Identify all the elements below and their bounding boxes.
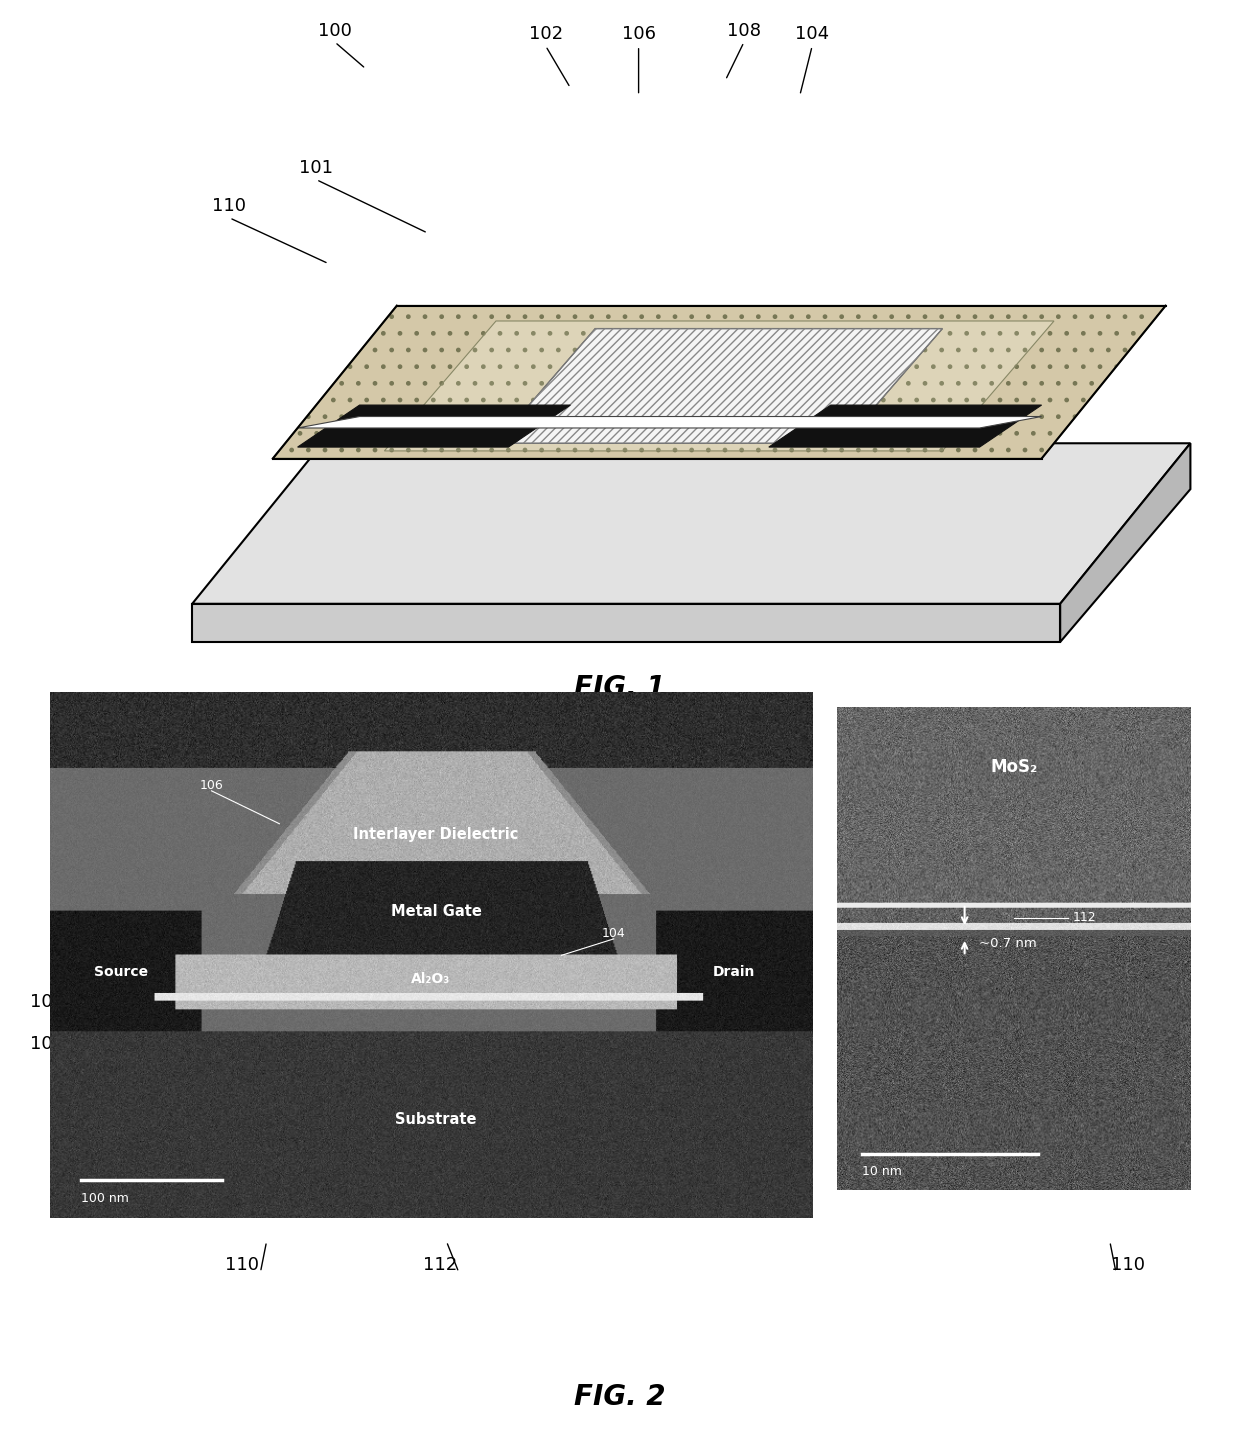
Polygon shape: [192, 604, 1060, 642]
Text: 10 nm: 10 nm: [862, 1165, 901, 1178]
Text: 112: 112: [522, 411, 557, 430]
Text: MoS₂: MoS₂: [990, 758, 1038, 776]
Polygon shape: [384, 322, 1054, 451]
Text: 110: 110: [212, 198, 247, 215]
Text: 108: 108: [727, 22, 761, 39]
Polygon shape: [769, 405, 1042, 447]
Text: 108: 108: [885, 924, 920, 942]
Text: FIG. 1: FIG. 1: [574, 673, 666, 702]
Text: Al₂O₃: Al₂O₃: [412, 972, 450, 986]
Text: 110: 110: [1111, 1256, 1146, 1275]
Polygon shape: [496, 329, 942, 443]
Text: ~0.7 nm: ~0.7 nm: [980, 937, 1037, 950]
Polygon shape: [298, 405, 570, 447]
Text: Source: Source: [93, 965, 148, 979]
Polygon shape: [298, 417, 1042, 428]
Polygon shape: [192, 443, 1190, 604]
Text: 104: 104: [795, 26, 830, 43]
Text: FIG. 2: FIG. 2: [574, 1383, 666, 1412]
Text: 108: 108: [30, 994, 64, 1011]
Text: 100: 100: [317, 22, 352, 39]
Text: 112: 112: [423, 1256, 458, 1275]
Polygon shape: [273, 306, 1166, 459]
Text: 110: 110: [224, 1256, 259, 1275]
Polygon shape: [1060, 443, 1190, 642]
Text: 104: 104: [601, 927, 626, 940]
Text: 100 nm: 100 nm: [81, 1193, 129, 1206]
Text: Metal Gate: Metal Gate: [391, 904, 481, 919]
Text: 106: 106: [621, 26, 656, 43]
Text: 102: 102: [30, 1035, 64, 1053]
Text: 101: 101: [299, 159, 334, 177]
Text: 106: 106: [200, 779, 223, 792]
Text: Interlayer Dielectric: Interlayer Dielectric: [353, 828, 518, 842]
Text: 112: 112: [1073, 911, 1096, 924]
Text: 102: 102: [528, 26, 563, 43]
Text: Substrate: Substrate: [396, 1112, 477, 1128]
Text: Drain: Drain: [713, 965, 755, 979]
